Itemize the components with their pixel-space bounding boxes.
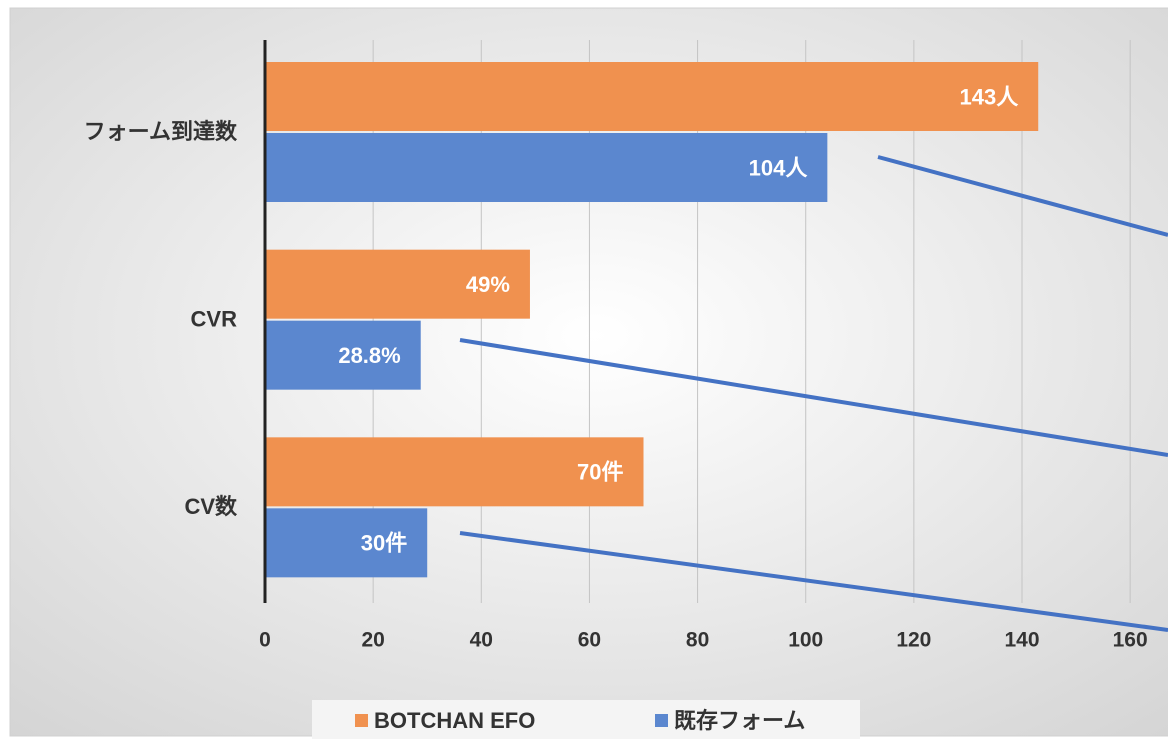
legend-swatch — [355, 714, 368, 727]
connector-line — [459, 338, 1168, 457]
bar — [265, 508, 428, 578]
x-tick-label: 20 — [361, 629, 384, 652]
data-label: 49% — [466, 272, 510, 297]
x-tick-label: 140 — [1004, 629, 1039, 652]
bars: フォーム到達数 143人 104人 CVR 49% 28.8% CV数 70件 30件 — [84, 40, 1039, 603]
x-tick-label: 0 — [259, 629, 271, 652]
legend-box — [312, 700, 860, 739]
connector-line — [459, 531, 1168, 632]
bar — [265, 133, 828, 202]
bar — [265, 320, 421, 390]
legend-label: 既存フォーム — [674, 708, 805, 733]
data-label: 28.8% — [338, 343, 400, 368]
x-tick-label: 160 — [1113, 629, 1148, 652]
connector-line — [877, 155, 1168, 237]
data-label: 30件 — [361, 531, 407, 556]
data-label: 104人 — [749, 155, 808, 180]
bar — [265, 62, 1039, 131]
x-tick-label: 80 — [686, 629, 709, 652]
y-tick-label: CV数 — [184, 494, 238, 519]
y-tick-label: フォーム到達数 — [84, 119, 238, 144]
data-label: 143人 — [960, 84, 1019, 109]
legend-label: BOTCHAN EFO — [374, 708, 535, 733]
bar — [265, 437, 644, 507]
x-tick-label: 100 — [788, 629, 823, 652]
x-tick-label: 40 — [470, 629, 493, 652]
legend: BOTCHAN EFO 既存フォーム — [355, 708, 805, 733]
x-tick-label: 60 — [578, 629, 601, 652]
y-tick-label: CVR — [191, 306, 238, 331]
data-label: 70件 — [577, 460, 623, 485]
legend-swatch — [655, 714, 668, 727]
x-tick-label: 120 — [896, 629, 931, 652]
bar — [265, 249, 530, 319]
